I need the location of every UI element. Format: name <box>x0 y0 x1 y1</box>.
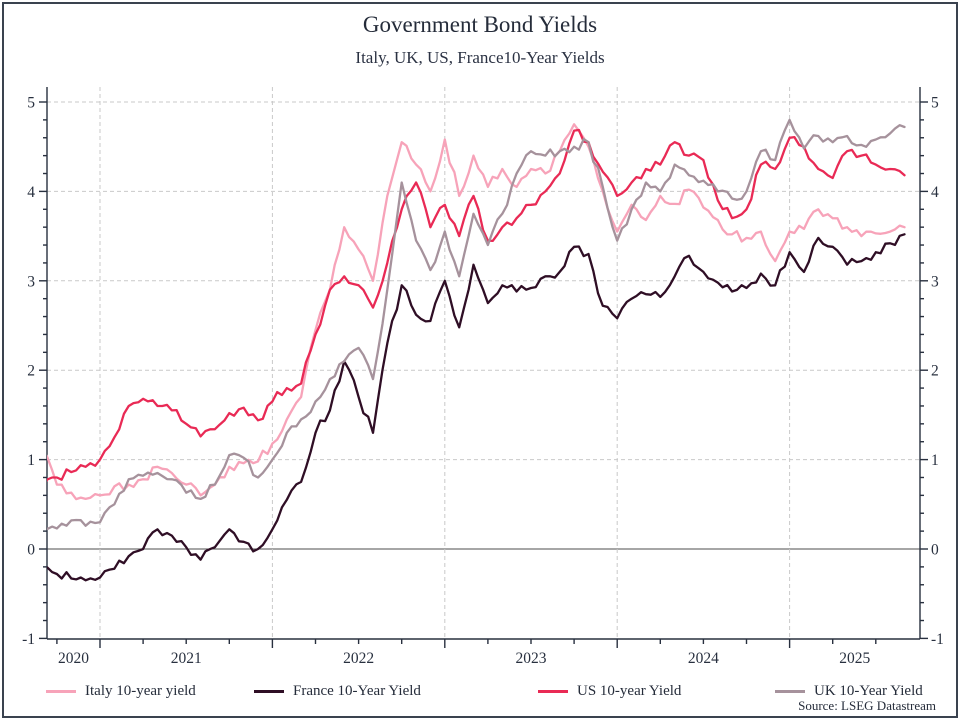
legend-swatch-icon <box>538 689 568 693</box>
y-tick-label-left: 4 <box>27 184 35 201</box>
legend-swatch-icon <box>775 689 805 693</box>
x-tick-label: 2021 <box>171 650 202 667</box>
series-line-3 <box>47 128 906 482</box>
y-tick-label-left: 2 <box>27 363 35 380</box>
chart-legend: Italy 10-year yield France 10-Year Yield U… <box>4 680 956 702</box>
legend-item-1: Italy 10-year yield <box>46 680 196 702</box>
y-tick-label-left: 1 <box>27 452 35 469</box>
x-tick-label: 2023 <box>516 650 547 667</box>
y-tick-label-right: -1 <box>931 631 944 648</box>
axis-labels: -1 -1 0 0 1 1 2 2 3 3 4 4 5 5 2020 2021 2022 2023 2024 2025 <box>22 95 944 668</box>
legend-item-2: France 10-Year Yield <box>254 680 421 702</box>
y-tick-label-left: 3 <box>27 273 35 290</box>
y-tick-label-right: 4 <box>931 184 939 201</box>
legend-label: US 10-year Yield <box>577 682 682 699</box>
source-label: Source: LSEG Datastream <box>798 698 936 713</box>
x-tick-label: 2025 <box>839 650 870 667</box>
y-tick-label-right: 3 <box>931 273 939 290</box>
y-tick-label-right: 0 <box>931 542 939 559</box>
y-tick-label-left: 5 <box>27 95 35 112</box>
bond-yields-plot: -1 -1 0 0 1 1 2 2 3 3 4 4 5 5 2020 2021 2022 2023 2024 2025 <box>22 87 944 668</box>
legend-item-3: US 10-year Yield <box>538 680 681 702</box>
series-line-4 <box>47 118 906 531</box>
x-tick-label: 2022 <box>343 650 374 667</box>
x-tick-label: 2024 <box>688 650 719 667</box>
legend-swatch-icon <box>254 689 284 693</box>
legend-swatch-icon <box>46 689 76 693</box>
y-tick-label-right: 2 <box>931 363 939 380</box>
legend-item-4: UK 10-Year Yield <box>775 680 923 702</box>
series-line-2 <box>47 233 906 582</box>
series-lines <box>47 118 906 582</box>
x-tick-label: 2020 <box>58 650 89 667</box>
axes <box>39 87 928 648</box>
gridlines <box>47 87 920 639</box>
y-tick-label-left: 0 <box>27 542 35 559</box>
legend-label: UK 10-Year Yield <box>814 682 923 699</box>
legend-label: France 10-Year Yield <box>293 682 421 699</box>
series-line-1 <box>47 123 906 501</box>
y-tick-label-left: -1 <box>22 631 35 648</box>
legend-label: Italy 10-year yield <box>85 682 196 699</box>
y-tick-label-right: 1 <box>931 452 939 469</box>
y-tick-label-right: 5 <box>931 95 939 112</box>
chart-subtitle: Italy, UK, US, France10-Year Yields <box>355 48 605 67</box>
chart-title: Government Bond Yields <box>362 12 598 37</box>
